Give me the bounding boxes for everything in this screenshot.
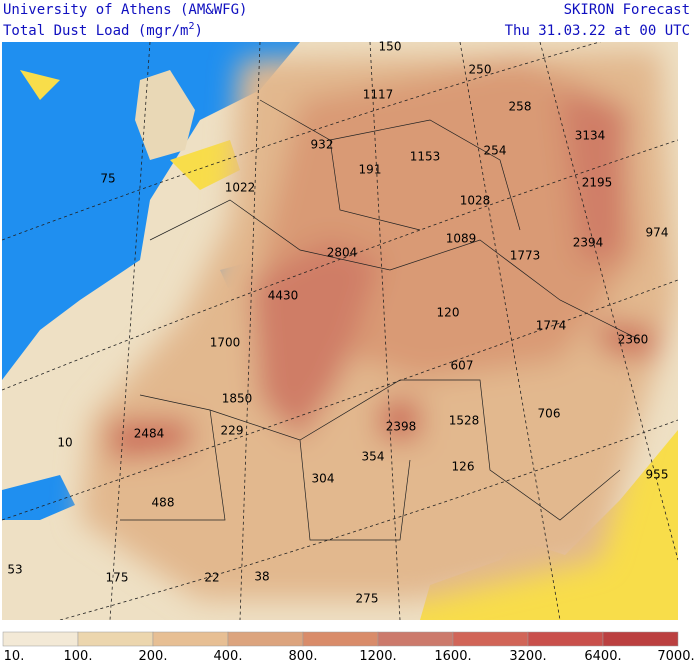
dust-value: 191	[359, 163, 382, 177]
dust-value: 38	[254, 570, 269, 584]
colorbar-label: 3200.	[509, 649, 546, 662]
colorbar-label: 800.	[289, 649, 318, 662]
dust-value: 1117	[363, 88, 394, 102]
colorbar-swatch	[302, 631, 379, 647]
dust-value: 2484	[134, 427, 165, 441]
colorbar-swatch	[377, 631, 454, 647]
dust-value: 304	[312, 472, 335, 486]
dust-value: 1700	[210, 336, 241, 350]
dust-value: 2398	[386, 420, 417, 434]
graticule	[2, 42, 678, 620]
dust-value: 2804	[327, 246, 358, 260]
dust-value: 126	[452, 460, 475, 474]
colorbar-swatch	[77, 631, 154, 647]
header-right: SKIRON Forecast	[564, 2, 690, 18]
dust-value: 1028	[460, 194, 491, 208]
colorbar-swatch	[602, 631, 679, 647]
dust-value: 2195	[582, 176, 613, 190]
dust-value: 75	[100, 172, 115, 186]
dust-value: 1774	[536, 319, 567, 333]
dust-value: 354	[362, 450, 385, 464]
colorbar-label: 1600.	[434, 649, 471, 662]
dust-value: 275	[356, 592, 379, 606]
dust-value: 3134	[575, 129, 606, 143]
dust-value: 53	[7, 563, 22, 577]
colorbar-swatch	[452, 631, 529, 647]
header-date: Thu 31.03.22 at 00 UTC	[505, 23, 690, 39]
dust-value: 955	[646, 468, 669, 482]
dust-value: 706	[538, 407, 561, 421]
header-title: University of Athens (AM&WFG)	[3, 2, 247, 18]
colorbar-label: 200.	[139, 649, 168, 662]
dust-value: 1773	[510, 249, 541, 263]
dust-value: 1089	[446, 232, 477, 246]
colorbar-label: 1200.	[359, 649, 396, 662]
dust-value: 2360	[618, 333, 649, 347]
colorbar-swatch	[152, 631, 229, 647]
subtitle-text: )	[194, 23, 202, 39]
colorbar-swatch	[227, 631, 304, 647]
dust-value: 1153	[410, 150, 441, 164]
dust-value: 932	[311, 138, 334, 152]
dust-value: 1528	[449, 414, 480, 428]
dust-value: 607	[451, 359, 474, 373]
colorbar-label: 10.	[4, 649, 25, 662]
colorbar-label: 6400.	[584, 649, 621, 662]
dust-value: 974	[646, 226, 669, 240]
dust-value: 250	[469, 63, 492, 77]
dust-value: 258	[509, 100, 532, 114]
colorbar-label: 7000.	[657, 649, 694, 662]
dust-value: 254	[484, 144, 507, 158]
dust-value: 175	[106, 571, 129, 585]
colorbar-label: 400.	[214, 649, 243, 662]
dust-value: 22	[204, 571, 219, 585]
superscript: 2	[188, 21, 194, 32]
map	[2, 42, 678, 620]
dust-value: 1022	[225, 181, 256, 195]
dust-value: 10	[57, 436, 72, 450]
borders	[120, 99, 641, 541]
dust-value: 1850	[222, 392, 253, 406]
dust-value: 2394	[573, 236, 604, 250]
dust-value: 4430	[268, 289, 299, 303]
dust-value: 120	[437, 306, 460, 320]
dust-value: 150	[379, 40, 402, 54]
colorbar-label: 100.	[64, 649, 93, 662]
header-subtitle: Total Dust Load (mgr/m2)	[3, 21, 203, 39]
dust-value: 488	[152, 496, 175, 510]
dust-field	[80, 50, 678, 600]
subtitle-text: Total Dust Load (mgr/m	[3, 23, 188, 39]
colorbar-swatch	[2, 631, 79, 647]
colorbar-swatch	[527, 631, 604, 647]
dust-value: 229	[221, 424, 244, 438]
